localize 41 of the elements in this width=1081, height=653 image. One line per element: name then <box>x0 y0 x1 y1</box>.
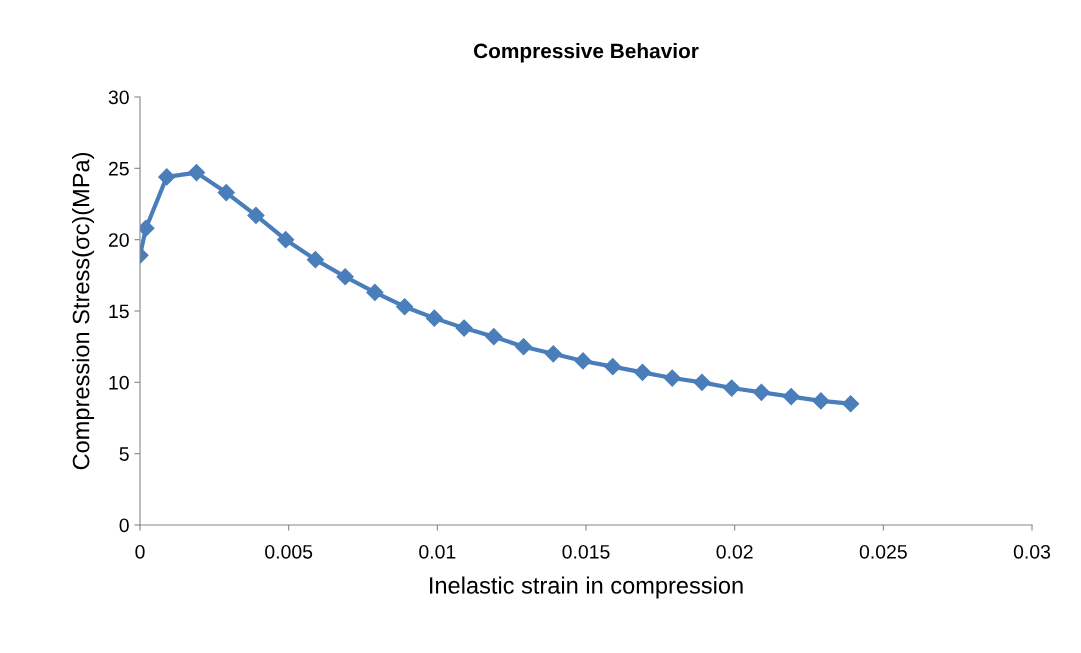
x-tick-label: 0 <box>135 544 145 559</box>
y-tick-label: 5 <box>119 447 129 461</box>
x-tick-label: 0.025 <box>859 544 907 559</box>
point <box>247 206 265 224</box>
y-tick-label: 30 <box>108 90 129 105</box>
x-axis-title: Inelastic strain in compression <box>430 576 743 599</box>
point <box>396 298 414 316</box>
x-tick-label: 0.02 <box>716 544 753 559</box>
point <box>782 388 800 406</box>
point <box>336 268 354 286</box>
chart-title: Compressive Behavior <box>473 43 699 63</box>
y-tick-label: 15 <box>109 304 129 319</box>
x-tick-label: 0.03 <box>1013 544 1051 559</box>
point <box>217 184 235 202</box>
y-tick-label: 20 <box>108 233 129 247</box>
point <box>366 283 384 302</box>
point <box>604 358 622 376</box>
point <box>663 369 681 387</box>
point <box>306 251 324 269</box>
y-axis-title: Compression Stress(σc)(MPa) <box>72 152 95 470</box>
point <box>842 395 860 413</box>
y-tick-label: 10 <box>109 375 129 390</box>
y-tick-label: 25 <box>108 161 129 176</box>
point <box>544 345 562 363</box>
point <box>277 231 295 249</box>
point <box>158 168 176 186</box>
point <box>187 164 206 182</box>
x-tick-label: 0.015 <box>562 544 610 559</box>
point <box>485 328 503 346</box>
point <box>752 383 770 401</box>
point <box>633 363 652 381</box>
y-tick-label: 0 <box>119 518 129 533</box>
point <box>693 373 711 391</box>
point <box>515 338 533 356</box>
point <box>425 309 443 327</box>
x-tick-label: 0.01 <box>419 544 456 559</box>
point <box>574 352 592 370</box>
point <box>723 379 741 397</box>
x-tick-label: 0.005 <box>265 544 313 559</box>
point <box>455 319 473 337</box>
point <box>812 392 830 410</box>
